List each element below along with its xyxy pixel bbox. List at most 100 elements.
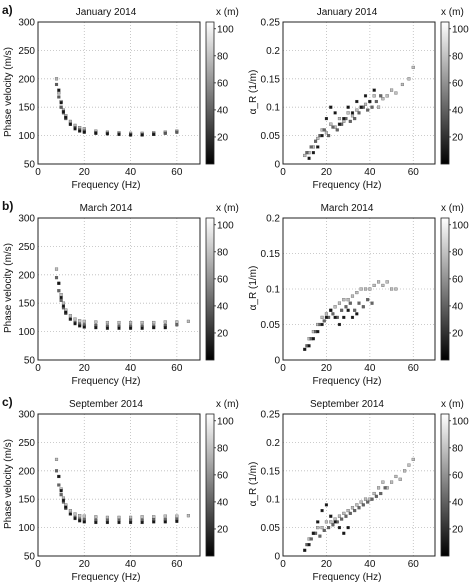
colorbar-tick-label: 20 xyxy=(217,524,229,535)
data-point xyxy=(68,119,72,123)
data-point xyxy=(324,312,328,316)
data-point xyxy=(68,317,72,321)
data-point xyxy=(333,315,337,319)
data-point xyxy=(64,505,68,509)
data-point xyxy=(94,131,98,135)
data-point xyxy=(152,320,156,325)
data-point xyxy=(383,486,387,490)
y-tick-label: 0.2 xyxy=(266,438,280,449)
data-point xyxy=(403,469,407,473)
series xyxy=(57,474,179,525)
x-tick-label: 20 xyxy=(79,167,91,178)
colorbar-tick-label: 80 xyxy=(452,443,464,454)
data-point xyxy=(344,305,348,309)
data-point xyxy=(68,512,72,516)
colorbar-tick-label: 60 xyxy=(217,274,229,285)
data-point xyxy=(152,515,156,519)
series xyxy=(54,267,190,325)
y-tick-label: 100 xyxy=(18,131,35,142)
data-point xyxy=(78,129,82,133)
data-point xyxy=(390,88,394,92)
colorbar-tick-label: 20 xyxy=(452,328,464,339)
x-tick-label: 20 xyxy=(321,363,333,374)
data-point xyxy=(331,523,335,527)
data-point xyxy=(316,526,320,530)
axes-frame xyxy=(282,413,436,557)
data-point xyxy=(129,326,133,330)
data-point xyxy=(309,537,313,541)
data-point xyxy=(327,526,331,530)
y-tick-label: 0.25 xyxy=(261,410,281,421)
data-point xyxy=(320,526,324,530)
data-point xyxy=(346,308,350,312)
y-tick-label: 250 xyxy=(18,242,35,253)
y-tick-label: 250 xyxy=(18,46,35,57)
title-c-left: September 2014 xyxy=(69,399,143,410)
data-point xyxy=(57,88,61,92)
x-tick-label: 40 xyxy=(125,167,137,178)
y-tick-label: 300 xyxy=(18,18,35,29)
data-point xyxy=(59,493,63,497)
x-tick-label: 0 xyxy=(280,363,286,374)
y-tick-label: 300 xyxy=(18,410,35,421)
data-point xyxy=(337,526,342,530)
data-point xyxy=(411,65,415,69)
data-point xyxy=(307,344,311,348)
y-tick-label: 0.1 xyxy=(266,103,280,114)
colorbar-tick-label: 40 xyxy=(452,105,464,116)
data-point xyxy=(329,308,333,312)
data-point xyxy=(400,82,404,87)
data-point xyxy=(318,534,322,538)
colorbar-tick-label: 20 xyxy=(217,328,229,339)
data-point xyxy=(359,287,363,291)
data-point xyxy=(381,97,385,101)
data-point xyxy=(82,130,86,134)
data-point xyxy=(73,127,77,131)
data-point xyxy=(350,111,355,115)
y-tick-label: 50 xyxy=(24,356,36,367)
colorbar-tick-label: 60 xyxy=(452,274,464,285)
y-tick-label: 0.15 xyxy=(261,74,281,85)
data-point xyxy=(307,156,311,160)
x-tick-label: 40 xyxy=(364,559,376,570)
data-point xyxy=(82,325,86,329)
title-b-left: March 2014 xyxy=(80,203,133,214)
data-point xyxy=(390,287,394,291)
y-tick-label: 0.05 xyxy=(261,320,281,331)
data-point xyxy=(54,267,59,271)
data-point xyxy=(322,128,326,132)
data-point xyxy=(372,283,376,287)
data-point xyxy=(398,477,402,481)
series xyxy=(54,457,190,519)
colorbar-c-left: 20 40 60 80 100 xyxy=(205,413,234,557)
y-tick-label: 0.05 xyxy=(261,523,281,534)
data-point xyxy=(163,131,167,135)
data-point xyxy=(346,105,350,109)
colorbar-tick-label: 100 xyxy=(217,416,234,427)
data-point xyxy=(322,319,326,323)
data-point xyxy=(163,326,167,330)
axes-frame xyxy=(37,413,201,557)
data-point xyxy=(344,514,348,518)
x-tick-label: 40 xyxy=(364,363,376,374)
data-point xyxy=(59,101,63,105)
data-point xyxy=(117,132,121,137)
plot-c-left: September 2014 0 20 40 6050100150200250300 … xyxy=(3,399,201,583)
y-tick-label: 0 xyxy=(274,552,280,563)
colorbar-tick-label: 80 xyxy=(452,247,464,258)
data-point xyxy=(129,320,133,325)
data-point xyxy=(333,111,337,115)
data-point xyxy=(329,122,333,126)
x-tick-label: 60 xyxy=(171,167,183,178)
colorbar-tick-label: 100 xyxy=(217,220,234,231)
data-point xyxy=(94,520,98,525)
data-point xyxy=(340,308,344,312)
data-point xyxy=(324,117,328,121)
data-point xyxy=(316,136,320,140)
data-point xyxy=(68,122,72,126)
data-point xyxy=(353,117,357,121)
data-point xyxy=(311,337,315,341)
data-point xyxy=(61,301,66,305)
colorbar-title-a-left: x (m) xyxy=(216,7,239,18)
colorbar-tick-label: 60 xyxy=(452,470,464,481)
